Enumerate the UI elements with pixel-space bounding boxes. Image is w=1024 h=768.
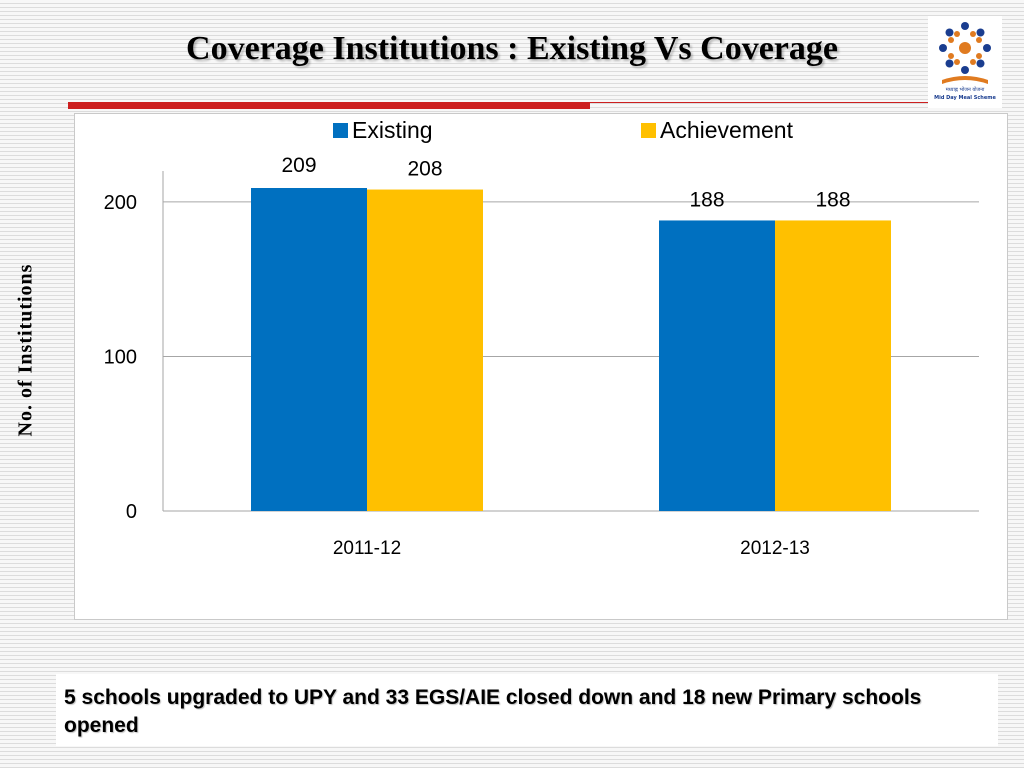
y-tick-label: 200 bbox=[104, 192, 137, 214]
data-label: 209 bbox=[281, 154, 316, 177]
bar-existing-2011-12 bbox=[251, 188, 367, 511]
x-category-label: 2012-13 bbox=[740, 538, 810, 559]
legend-swatch-achievement bbox=[641, 123, 656, 138]
mid-day-meal-logo: मध्याह्न भोजन योजना Mid Day Meal Scheme bbox=[928, 16, 1002, 108]
title-underline-thin bbox=[590, 102, 928, 103]
y-tick-label: 0 bbox=[126, 501, 137, 523]
y-axis-title: No. of Institutions bbox=[14, 263, 37, 437]
bar-existing-2012-13 bbox=[659, 220, 775, 512]
data-label: 188 bbox=[689, 188, 724, 211]
legend-label-achievement: Achievement bbox=[660, 117, 794, 143]
logo-scheme-name: Mid Day Meal Scheme bbox=[934, 95, 996, 101]
chart-panel: 0 100 200 209 208 2011-12 188 188 2012-13 Existin… bbox=[74, 113, 1008, 620]
y-tick-label: 100 bbox=[104, 346, 137, 368]
bar-achievement-2011-12 bbox=[367, 189, 483, 511]
logo-hindi-text: मध्याह्न भोजन योजना bbox=[945, 87, 985, 93]
note-text: 5 schools upgraded to UPY and 33 EGS/AIE… bbox=[64, 686, 922, 737]
x-category-label: 2011-12 bbox=[333, 538, 401, 559]
bar-achievement-2012-13 bbox=[775, 220, 891, 512]
legend-label-existing: Existing bbox=[352, 117, 433, 143]
data-label: 188 bbox=[815, 188, 850, 211]
title-underline-thick bbox=[68, 102, 590, 109]
data-label: 208 bbox=[407, 158, 442, 181]
mid-day-meal-emblem-icon bbox=[939, 22, 991, 84]
note-box: 5 schools upgraded to UPY and 33 EGS/AIE… bbox=[56, 674, 998, 746]
bar-chart: 0 100 200 209 208 2011-12 188 188 2012-13 Existin… bbox=[104, 117, 979, 559]
slide-title: Coverage Institutions : Existing Vs Cove… bbox=[186, 30, 838, 67]
legend-swatch-existing bbox=[333, 123, 348, 138]
